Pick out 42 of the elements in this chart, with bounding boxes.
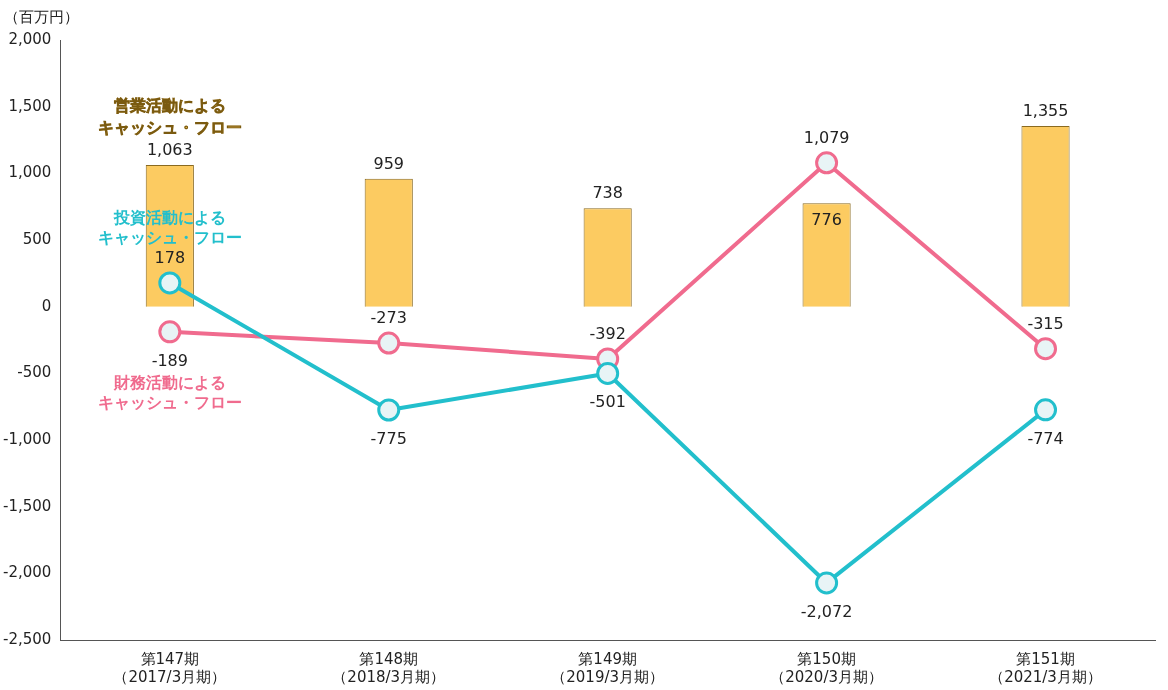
data-label: 1,355: [1022, 101, 1069, 120]
data-label: -315: [1027, 313, 1064, 333]
y-axis-title: （百万円）: [4, 8, 79, 27]
x-tick-label: 第151期（2021/3月期）: [989, 649, 1102, 686]
data-label: -501: [589, 392, 626, 412]
y-tick-label: -1,000: [3, 429, 52, 448]
point: [596, 361, 620, 385]
text: 財務活動によるキャッシュ・フロー: [97, 372, 242, 412]
y-tick-label: -2,500: [3, 629, 52, 648]
y-tick-label: 0: [41, 296, 52, 315]
y-tick-label: -2,000: [3, 563, 52, 582]
data-label: -273: [370, 308, 407, 328]
data-label: 1,079: [803, 127, 850, 147]
point: [377, 398, 401, 422]
point: [815, 151, 839, 175]
point: [158, 271, 182, 295]
text: 営業活動によるキャッシュ・フロー: [97, 95, 242, 137]
point: [158, 320, 182, 344]
point: [1034, 398, 1058, 422]
x-tick-label: 第148期（2018/3月期）: [332, 649, 446, 686]
x-tick-label: 第150期（2020/3月期）: [770, 649, 883, 686]
y-tick-label: 1,000: [8, 163, 52, 182]
data-label: 178: [154, 247, 186, 267]
data-label: -2,072: [800, 601, 853, 621]
point: [815, 571, 839, 595]
point: [377, 331, 401, 355]
y-tick-label: 2,000: [8, 29, 52, 48]
point: [1034, 337, 1058, 361]
data-label: -392: [589, 323, 626, 343]
x-tick-label: 第147期（2017/3月期）: [113, 649, 227, 686]
data-label: -774: [1027, 428, 1064, 448]
data-label: -189: [151, 350, 188, 370]
y-tick-label: 500: [22, 229, 52, 248]
data-label: 959: [373, 153, 405, 173]
y-tick-label: -500: [17, 363, 52, 382]
y-tick-label: 1,500: [8, 96, 52, 115]
data-label: -775: [370, 429, 407, 448]
y-tick-label: -1,500: [3, 496, 52, 515]
x-tick-label: 第149期（2019/3月期）: [551, 649, 665, 686]
data-label: 1,063: [146, 139, 193, 159]
data-label: 776: [811, 210, 842, 230]
data-label: 738: [592, 183, 623, 203]
